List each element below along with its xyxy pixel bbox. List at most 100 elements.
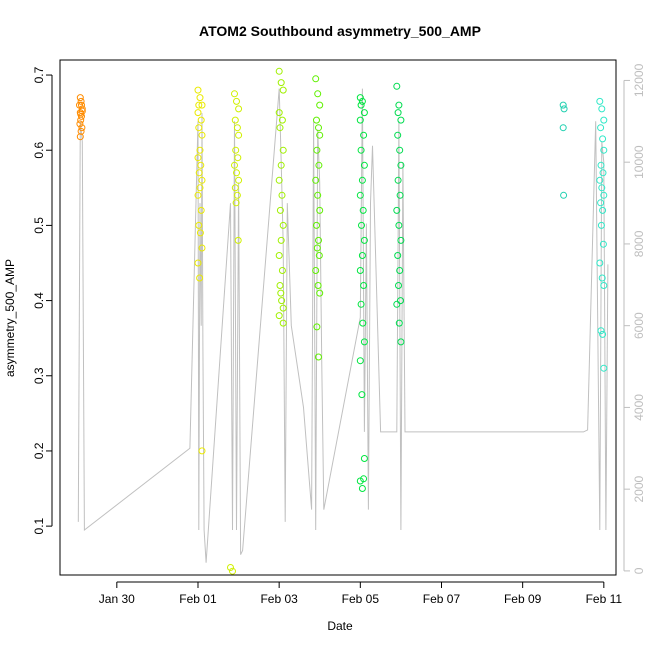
data-point-day6 (356, 357, 364, 365)
y2-tick-label: 10000 (632, 145, 646, 179)
data-point-day3 (235, 105, 243, 113)
data-point-day8 (560, 191, 568, 199)
data-point-day6 (357, 101, 365, 109)
chart-title: ATOM2 Southbound asymmetry_500_AMP (199, 23, 481, 39)
data-point-day6 (359, 319, 367, 327)
data-point-day5 (314, 282, 322, 289)
data-point-day7 (394, 131, 402, 139)
y-tick-label: 0.6 (32, 142, 46, 159)
data-point-day5 (315, 161, 323, 169)
data-point-day5 (314, 90, 322, 98)
data-point-day7 (397, 116, 405, 124)
data-point-day9 (597, 199, 605, 207)
secondary-line-layer (77, 88, 609, 563)
data-point-day5 (315, 252, 323, 259)
data-point-day4 (278, 297, 286, 305)
data-point-day1 (76, 94, 84, 102)
data-point-day3 (235, 176, 243, 184)
data-point-day7 (397, 297, 404, 305)
data-point-day7 (396, 267, 404, 274)
data-point-day7 (394, 109, 402, 117)
data-point-day6 (360, 338, 368, 346)
data-point-day4 (276, 124, 284, 132)
data-point-day5 (312, 176, 320, 184)
data-point-day9 (596, 97, 604, 105)
data-point-day4 (276, 282, 284, 289)
data-point-day3 (233, 191, 241, 199)
data-point-day9 (599, 330, 607, 338)
data-point-day7 (393, 206, 401, 214)
axes-layer: Jan 30 Feb 01 Feb 03 Feb 05 Feb 07 Feb 09 Feb … (32, 63, 646, 606)
data-point-day5 (316, 101, 324, 109)
y2-tick-label: 0 (632, 567, 646, 574)
data-point-day9 (599, 169, 607, 177)
data-point-day3 (231, 161, 238, 169)
data-point-day5 (315, 236, 322, 244)
data-point-day3 (233, 169, 240, 177)
data-point-day3 (234, 236, 242, 244)
data-point-day2 (196, 274, 204, 282)
data-point-day7 (394, 176, 402, 184)
data-point-day5 (312, 267, 320, 274)
data-point-day2 (196, 146, 204, 154)
data-point-day9 (597, 221, 605, 229)
data-point-day3 (227, 564, 234, 571)
data-point-day2 (195, 124, 203, 132)
data-point-day7 (397, 161, 405, 169)
data-point-day4 (279, 304, 287, 312)
x-tick-label: Jan 30 (99, 592, 135, 606)
data-point-day5 (313, 323, 321, 331)
secondary-count-line (77, 88, 609, 563)
data-point-day8 (559, 124, 567, 132)
x-tick-label: Feb 05 (342, 592, 380, 606)
data-point-day4 (277, 79, 285, 87)
data-point-day2 (198, 447, 206, 455)
data-point-day7 (397, 338, 405, 346)
data-point-day7 (397, 236, 405, 244)
data-point-day9 (598, 184, 606, 192)
data-point-day3 (231, 90, 238, 98)
data-point-day5 (313, 116, 320, 124)
data-point-day3 (232, 146, 240, 154)
data-point-day8 (559, 101, 567, 109)
data-point-day2 (196, 94, 204, 102)
data-point-day7 (395, 282, 402, 289)
data-point-day4 (279, 86, 287, 94)
data-point-day9 (598, 274, 606, 282)
data-point-day2 (198, 176, 206, 184)
scatter-points-layer (76, 67, 608, 575)
data-point-day6 (358, 176, 366, 184)
data-point-day4 (276, 206, 284, 214)
x-tick-label: Feb 11 (586, 592, 623, 606)
data-point-day7 (393, 82, 401, 90)
data-point-day9 (600, 364, 608, 372)
data-point-day5 (313, 146, 321, 154)
data-point-day6 (360, 109, 368, 117)
data-point-day4 (277, 161, 285, 169)
data-point-day5 (313, 221, 320, 229)
data-point-day9 (600, 191, 608, 199)
data-point-day2 (197, 206, 205, 214)
data-point-day6 (356, 267, 364, 274)
plot-frame (59, 59, 617, 576)
data-point-day2 (198, 101, 206, 109)
data-point-day4 (275, 176, 283, 184)
data-point-day2 (196, 229, 204, 237)
data-point-day5 (316, 131, 324, 139)
data-point-day9 (597, 161, 605, 169)
data-point-day1 (76, 120, 84, 128)
data-point-day6 (356, 94, 364, 102)
data-point-day3 (233, 97, 240, 105)
data-point-day1 (78, 107, 86, 115)
x-axis-label: Date (327, 619, 353, 633)
data-point-day1 (77, 97, 85, 105)
data-point-day9 (596, 176, 604, 184)
data-point-day4 (278, 191, 286, 199)
data-point-day1 (76, 133, 84, 141)
data-point-day2 (197, 161, 205, 169)
data-point-day2 (195, 221, 203, 229)
data-point-day4 (278, 267, 286, 274)
y-tick-label: 0.3 (32, 367, 46, 384)
